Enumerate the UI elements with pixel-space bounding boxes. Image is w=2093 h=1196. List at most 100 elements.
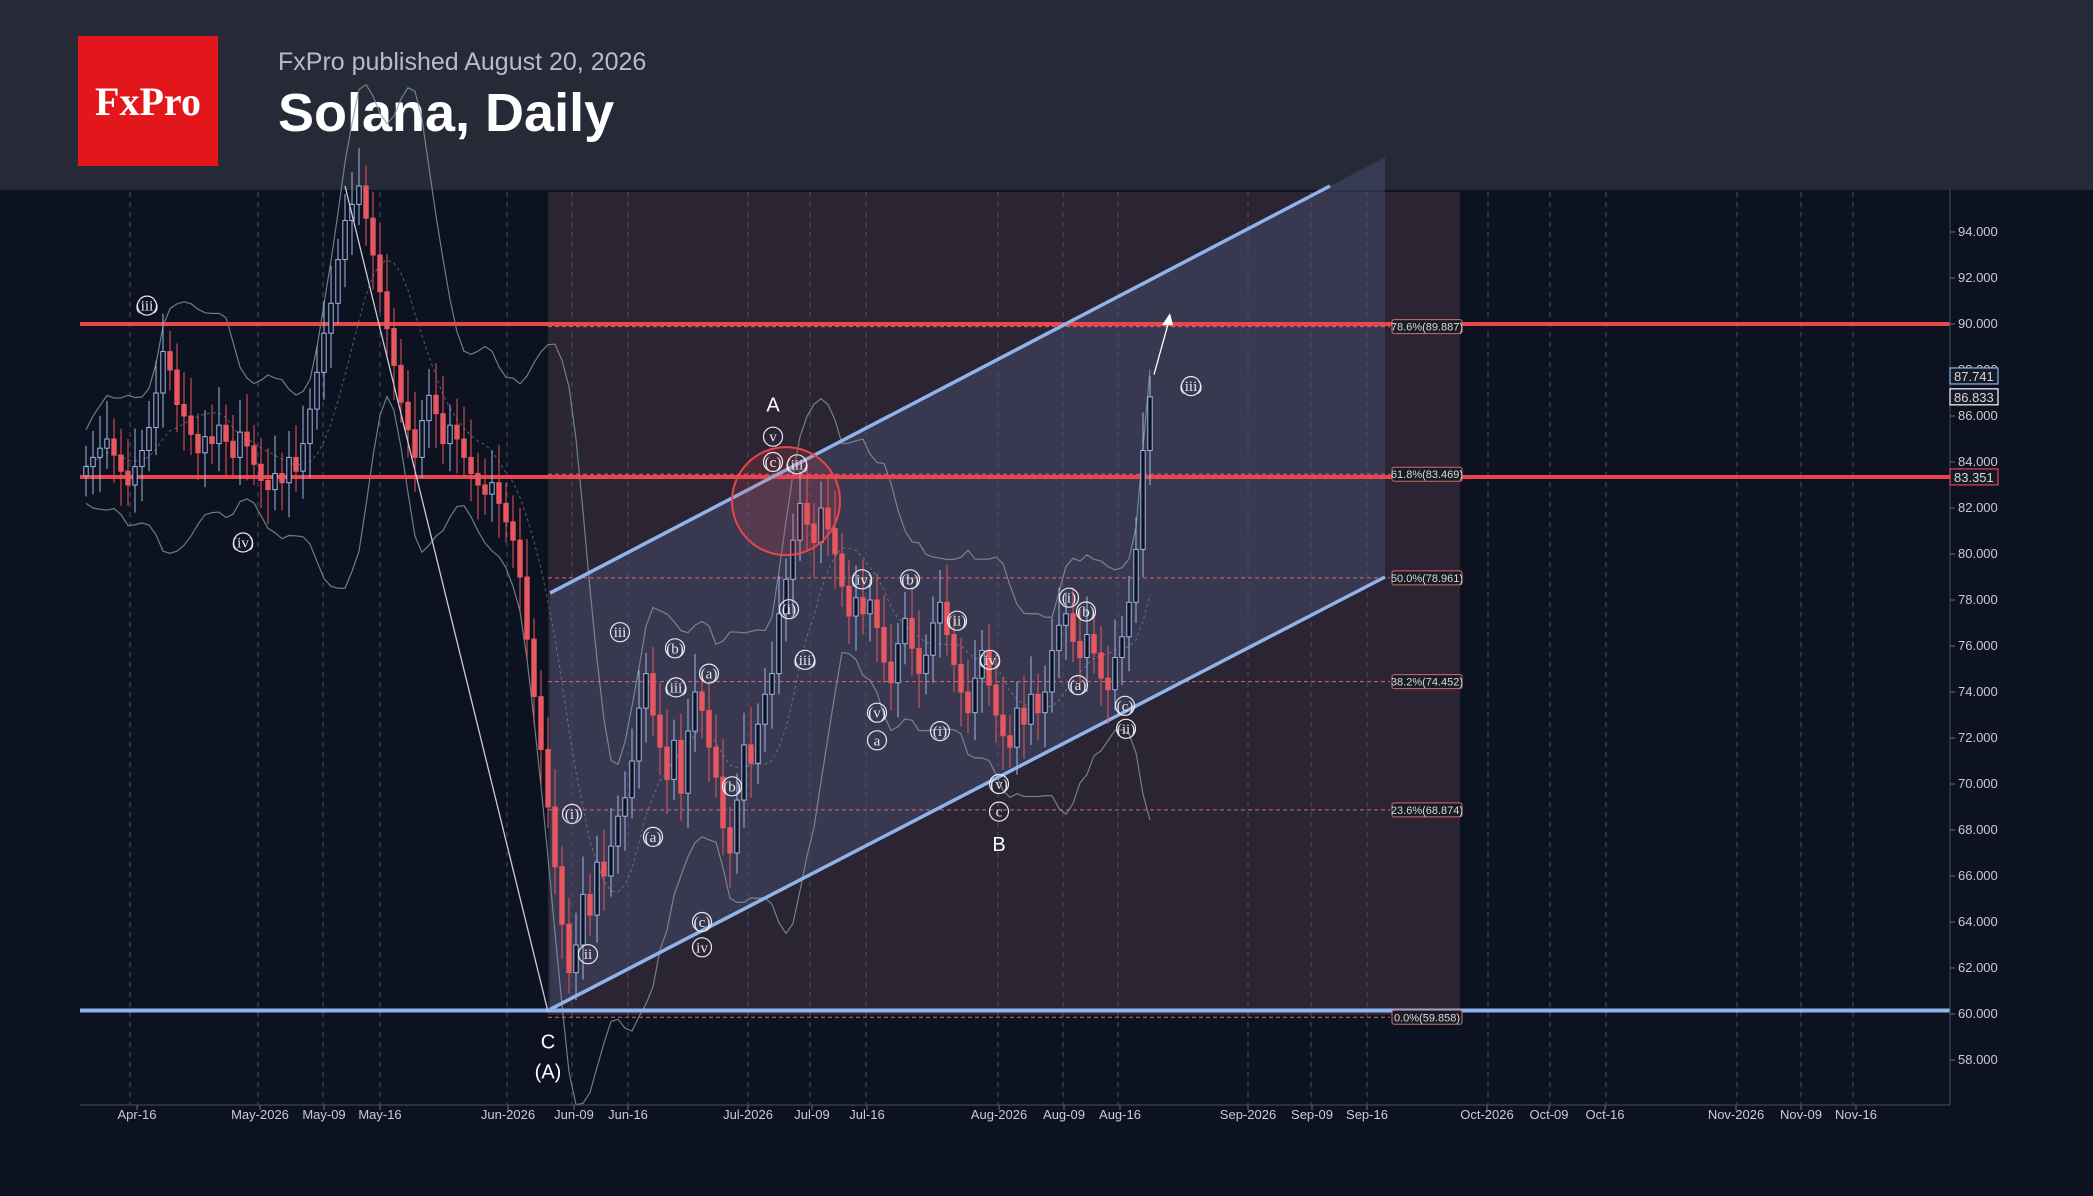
x-tick-label: Jun-09 — [554, 1107, 594, 1122]
y-tick-label: 70.000 — [1958, 776, 1998, 791]
channel-lower-line — [549, 575, 1386, 1011]
candle-body — [552, 806, 558, 868]
candle-body — [139, 450, 145, 468]
price-tag-box-0 — [1949, 367, 1999, 385]
header-bar: FxPro FxPro published August 20, 2026 So… — [0, 0, 2093, 190]
candle-body — [153, 392, 159, 428]
candle-body — [538, 696, 544, 750]
y-tick-label: 64.000 — [1958, 914, 1998, 929]
wave-label: iv — [696, 940, 708, 956]
candle-body — [517, 539, 523, 578]
wave-label-circle-23 — [698, 663, 720, 684]
fib-label-box-3 — [1391, 674, 1463, 690]
wave-label-circle-22 — [664, 638, 686, 659]
candle-body — [1119, 636, 1125, 658]
x-tick-label: Nov-2026 — [1708, 1107, 1764, 1122]
band-middle — [85, 259, 1151, 893]
trend-channel — [549, 184, 1386, 1011]
candle-body — [699, 691, 705, 711]
candle-body — [342, 220, 348, 261]
candle-body — [643, 673, 649, 709]
candle-body — [888, 661, 894, 684]
band-upper — [85, 83, 1151, 766]
y-tick-label: 74.000 — [1958, 684, 1998, 699]
price-tag-label: 83.351 — [1954, 470, 1994, 485]
wave-label-circle-16 — [1115, 718, 1137, 739]
wave-label: (v) — [868, 706, 886, 722]
y-tick-label: 62.000 — [1958, 960, 1998, 975]
y-tick-label: 58.000 — [1958, 1052, 1998, 1067]
candle-body — [972, 677, 978, 714]
x-axis: Apr-16 May-2026 May-09 May-16 Jun-2026 Jun-09… — [117, 1105, 1877, 1122]
candle-body — [433, 394, 439, 415]
y-tick-label: 76.000 — [1958, 638, 1998, 653]
wave-label-circle-0 — [136, 295, 158, 316]
wave-label: (i) — [565, 807, 579, 823]
candle-body — [930, 622, 936, 656]
y-tick-label: 78.000 — [1958, 592, 1998, 607]
wave-label-circle-7 — [794, 649, 816, 670]
wave-label-circle-29 — [561, 803, 583, 825]
candle-body — [1147, 396, 1153, 452]
candle-body — [461, 438, 467, 458]
candle-body — [1021, 707, 1027, 725]
x-tick-label: Aug-16 — [1099, 1107, 1141, 1122]
candle-body — [545, 749, 551, 808]
candle-body — [510, 521, 516, 541]
candle-body — [111, 438, 117, 456]
price-tag-label: 86.833 — [1954, 390, 1994, 405]
fib-label: 23.6%(68.874) — [1391, 805, 1463, 817]
candle-body — [958, 663, 964, 693]
wave-label-circle-13 — [979, 649, 1001, 670]
candle-body — [727, 827, 733, 854]
candle-body — [258, 463, 264, 481]
y-tick-label: 82.000 — [1958, 500, 1998, 515]
candle-body — [468, 456, 474, 474]
candle-body — [167, 351, 173, 371]
candle-body — [426, 394, 432, 422]
wave-label-circle-5 — [786, 454, 808, 475]
candle-body — [1049, 650, 1055, 693]
fib-label-box-0 — [1391, 319, 1463, 335]
candle-body — [741, 744, 747, 801]
candle-body — [90, 456, 96, 468]
candle-body — [1077, 640, 1083, 659]
candle-body — [503, 502, 509, 523]
candle-body — [671, 739, 677, 780]
candle-body — [482, 484, 488, 495]
wave-label-circle-24 — [929, 720, 951, 742]
candle-body — [629, 760, 635, 799]
x-tick-label: Sep-09 — [1291, 1107, 1333, 1122]
candle-body — [1014, 707, 1020, 748]
candle-body — [440, 413, 446, 445]
candle-body — [188, 415, 194, 435]
x-tick-label: Oct-09 — [1529, 1107, 1568, 1122]
candle-body — [244, 431, 250, 447]
wave-label-circle-8 — [851, 569, 873, 590]
candle-body — [580, 893, 586, 946]
wave-label: (i) — [1062, 591, 1076, 607]
candle-body — [937, 601, 943, 624]
wave-label-circle-18 — [988, 801, 1010, 822]
y-tick-label: 60.000 — [1958, 1006, 1998, 1021]
candle-body — [587, 893, 593, 916]
fxpro-logo: FxPro — [78, 36, 218, 166]
wave-label: (i) — [782, 602, 796, 618]
price-tag-label: 87.741 — [1954, 369, 1994, 384]
candle-body — [790, 539, 796, 580]
candle-body — [804, 502, 810, 525]
candle-body — [608, 845, 614, 877]
candle-body — [356, 185, 362, 205]
wave-label: (b) — [1077, 605, 1095, 621]
candle-body — [874, 599, 880, 629]
candle-body — [916, 647, 922, 675]
candle-body — [1056, 624, 1062, 652]
candle-body — [559, 866, 565, 925]
candle-body — [1133, 548, 1139, 603]
candle-body — [412, 429, 418, 458]
wave-label: C — [541, 1032, 555, 1054]
x-tick-label: Jul-16 — [849, 1107, 884, 1122]
x-tick-label: Nov-16 — [1835, 1107, 1877, 1122]
candle-body — [622, 797, 628, 817]
